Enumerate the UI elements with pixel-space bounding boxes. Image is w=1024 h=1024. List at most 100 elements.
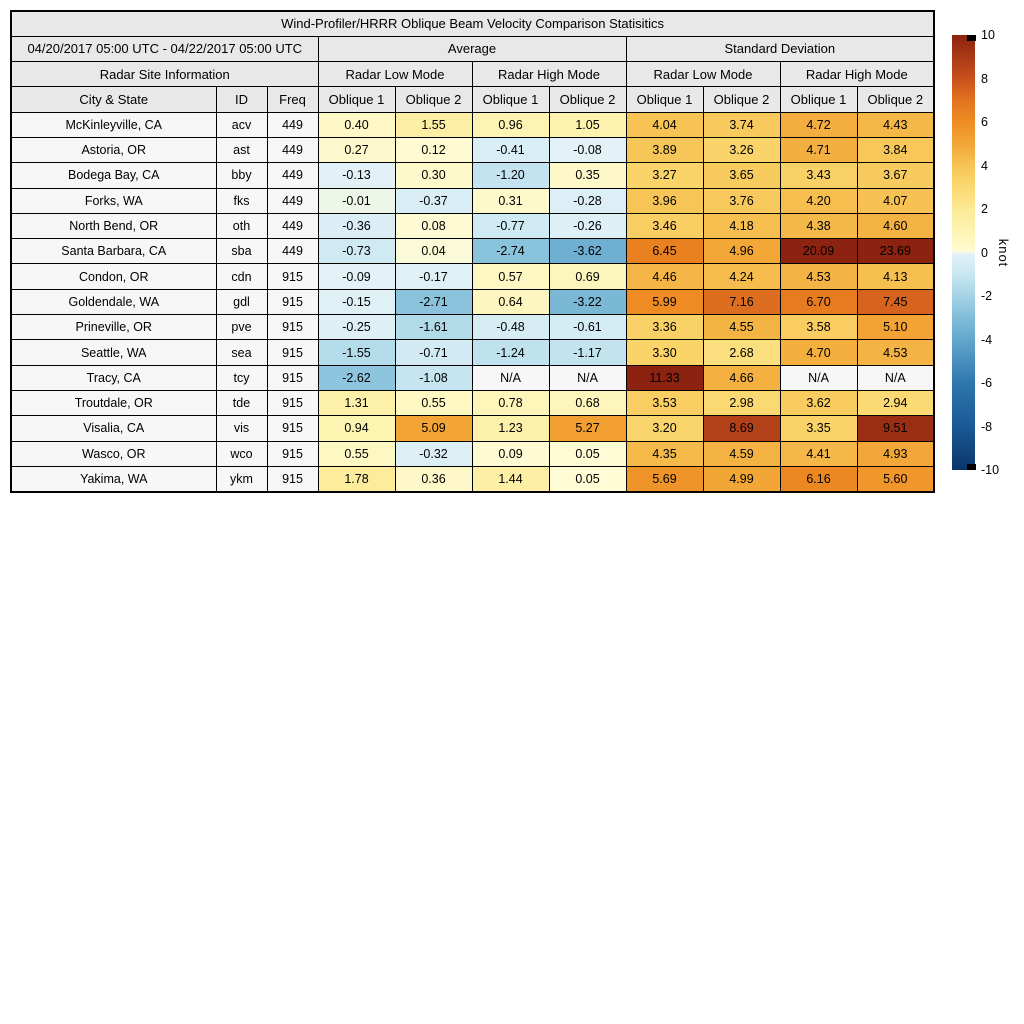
column-header: Oblique 1 xyxy=(779,86,858,113)
colorbar: 10 8 6 4 2 0 -2 -4 -6 -8 -10 knot xyxy=(952,29,1024,476)
value-cell: 0.27 xyxy=(317,136,396,164)
value-cell: -0.71 xyxy=(394,339,473,366)
site-id-cell: oth xyxy=(215,212,268,240)
value-cell: 3.58 xyxy=(779,314,858,341)
value-cell: 7.45 xyxy=(856,288,935,316)
city-state-cell: Tracy, CA xyxy=(10,364,217,391)
value-cell: 4.35 xyxy=(625,440,704,467)
city-state-cell: Bodega Bay, CA xyxy=(10,162,217,189)
column-header: Freq xyxy=(266,86,319,113)
value-cell: 0.78 xyxy=(471,389,550,417)
value-cell: 5.09 xyxy=(394,415,473,442)
site-id-cell: cdn xyxy=(215,263,268,290)
value-cell: 0.08 xyxy=(394,212,473,240)
value-cell: 3.84 xyxy=(856,136,935,164)
table-row: Troutdale, OR tde 915 1.31 0.55 0.78 0.68 3.53 2… xyxy=(10,389,935,417)
value-cell: 0.12 xyxy=(394,136,473,164)
colorbar-tick-label: -6 xyxy=(981,375,993,390)
group-header-average: Average xyxy=(317,35,627,63)
value-cell: 4.20 xyxy=(779,187,858,214)
value-cell: 3.67 xyxy=(856,162,935,189)
value-cell: 2.98 xyxy=(702,389,781,417)
value-cell: -1.61 xyxy=(394,314,473,341)
value-cell: N/A xyxy=(471,364,550,391)
value-cell: 3.76 xyxy=(702,187,781,214)
value-cell: 3.30 xyxy=(625,339,704,366)
city-state-cell: Prineville, OR xyxy=(10,314,217,341)
value-cell: -0.13 xyxy=(317,162,396,189)
freq-cell: 915 xyxy=(266,440,319,467)
city-state-cell: Yakima, WA xyxy=(10,465,217,493)
value-cell: 7.16 xyxy=(702,288,781,316)
table-row: Visalia, CA vis 915 0.94 5.09 1.23 5.27 3.20 8.6… xyxy=(10,415,935,442)
value-cell: 0.31 xyxy=(471,187,550,214)
column-header: Oblique 1 xyxy=(317,86,396,113)
freq-cell: 449 xyxy=(266,212,319,240)
table-row: Bodega Bay, CA bby 449 -0.13 0.30 -1.20 0.35 3.… xyxy=(10,162,935,189)
value-cell: 2.68 xyxy=(702,339,781,366)
value-cell: 4.71 xyxy=(779,136,858,164)
mode-header-row: Radar Site Information Radar Low Mode Ra… xyxy=(10,61,935,88)
value-cell: 0.94 xyxy=(317,415,396,442)
value-cell: 6.70 xyxy=(779,288,858,316)
value-cell: 0.40 xyxy=(317,111,396,138)
value-cell: -1.17 xyxy=(548,339,627,366)
value-cell: 0.05 xyxy=(548,440,627,467)
site-id-cell: gdl xyxy=(215,288,268,316)
freq-cell: 449 xyxy=(266,162,319,189)
mode-header: Radar Low Mode xyxy=(625,61,781,88)
value-cell: 3.53 xyxy=(625,389,704,417)
site-id-cell: bby xyxy=(215,162,268,189)
value-cell: -0.08 xyxy=(548,136,627,164)
site-id-cell: ast xyxy=(215,136,268,164)
group-header-std-dev: Standard Deviation xyxy=(625,35,935,63)
colorbar-tick-label: 4 xyxy=(981,158,988,173)
value-cell: -0.36 xyxy=(317,212,396,240)
column-header-row: City & State ID Freq Oblique 1 Oblique 2… xyxy=(10,86,935,113)
table-row: Wasco, OR wco 915 0.55 -0.32 0.09 0.05 4.35 4.59… xyxy=(10,440,935,467)
value-cell: -1.55 xyxy=(317,339,396,366)
freq-cell: 915 xyxy=(266,288,319,316)
city-state-cell: Goldendale, WA xyxy=(10,288,217,316)
value-cell: 0.69 xyxy=(548,263,627,290)
value-cell: 4.13 xyxy=(856,263,935,290)
value-cell: 0.57 xyxy=(471,263,550,290)
site-id-cell: fks xyxy=(215,187,268,214)
value-cell: 4.04 xyxy=(625,111,704,138)
value-cell: 5.99 xyxy=(625,288,704,316)
value-cell: N/A xyxy=(548,364,627,391)
table-row: Astoria, OR ast 449 0.27 0.12 -0.41 -0.08 3.89 3… xyxy=(10,136,935,164)
value-cell: -2.62 xyxy=(317,364,396,391)
colorbar-tick-label: -8 xyxy=(981,419,993,434)
site-id-cell: sea xyxy=(215,339,268,366)
value-cell: 4.53 xyxy=(856,339,935,366)
value-cell: 1.05 xyxy=(548,111,627,138)
freq-cell: 449 xyxy=(266,238,319,265)
value-cell: 5.60 xyxy=(856,465,935,493)
value-cell: 4.41 xyxy=(779,440,858,467)
column-header: Oblique 2 xyxy=(702,86,781,113)
value-cell: 20.09 xyxy=(779,238,858,265)
table-row: Tracy, CA tcy 915 -2.62 -1.08 N/A N/A 11.33 4.66… xyxy=(10,364,935,391)
value-cell: 1.23 xyxy=(471,415,550,442)
column-header: Oblique 2 xyxy=(856,86,935,113)
value-cell: -0.15 xyxy=(317,288,396,316)
value-cell: 2.94 xyxy=(856,389,935,417)
site-id-cell: pve xyxy=(215,314,268,341)
table-row: Yakima, WA ykm 915 1.78 0.36 1.44 0.05 5.69 4.99… xyxy=(10,465,935,493)
value-cell: 4.60 xyxy=(856,212,935,240)
value-cell: 5.27 xyxy=(548,415,627,442)
colorbar-bottom-tick xyxy=(967,464,976,470)
city-state-cell: Visalia, CA xyxy=(10,415,217,442)
city-state-cell: Condon, OR xyxy=(10,263,217,290)
value-cell: 4.43 xyxy=(856,111,935,138)
value-cell: -1.08 xyxy=(394,364,473,391)
colorbar-tick-label: -4 xyxy=(981,332,993,347)
value-cell: 0.55 xyxy=(394,389,473,417)
site-id-cell: tde xyxy=(215,389,268,417)
value-cell: -0.28 xyxy=(548,187,627,214)
colorbar-tick-label: 6 xyxy=(981,114,988,129)
mode-header: Radar Low Mode xyxy=(317,61,473,88)
figure-title: Wind-Profiler/HRRR Oblique Beam Velocity… xyxy=(10,10,935,37)
